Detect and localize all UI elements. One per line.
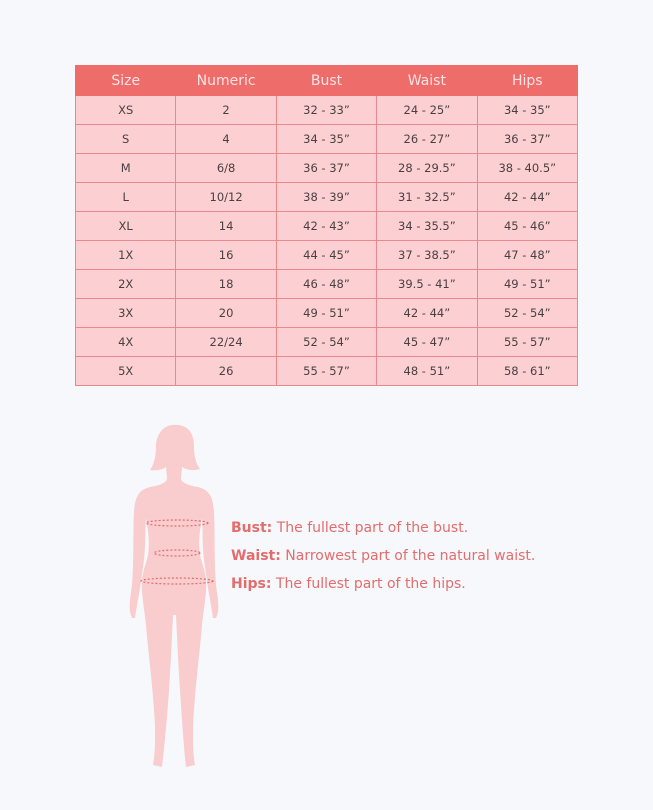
table-cell: 18 — [175, 269, 277, 299]
measurement-legend: Bust: The fullest part of the bust. Wais… — [231, 514, 535, 598]
table-cell: 38 - 40.5” — [476, 153, 579, 183]
table-cell: 16 — [175, 240, 277, 270]
table-cell: 2 — [175, 95, 277, 125]
table-cell: 42 - 44” — [376, 298, 478, 328]
table-cell: 36 - 37” — [275, 153, 378, 183]
table-cell: 31 - 32.5” — [376, 182, 478, 212]
table-cell: 47 - 48” — [476, 240, 579, 270]
table-cell: 38 - 39” — [275, 182, 378, 212]
table-cell: L — [74, 182, 177, 212]
table-row: S 4 34 - 35” 26 - 27” 36 - 37” — [74, 124, 579, 154]
table-cell: 26 - 27” — [376, 124, 478, 154]
table-cell: 39.5 - 41” — [376, 269, 478, 299]
table-cell: 44 - 45” — [275, 240, 378, 270]
table-cell: 55 - 57” — [476, 327, 579, 357]
column-header-bust: Bust — [275, 65, 378, 96]
table-cell: 58 - 61” — [476, 356, 579, 386]
table-cell: 34 - 35” — [275, 124, 378, 154]
table-header-row: Size Numeric Bust Waist Hips — [74, 65, 579, 96]
column-header-numeric: Numeric — [175, 65, 277, 96]
table-cell: 45 - 46” — [476, 211, 579, 241]
table-cell: 14 — [175, 211, 277, 241]
legend-hips: Hips: The fullest part of the hips. — [231, 576, 466, 592]
waist-measure-line — [153, 549, 201, 557]
table-cell: 42 - 44” — [476, 182, 579, 212]
table-cell: 26 — [175, 356, 277, 386]
table-cell: M — [74, 153, 177, 183]
table-cell: 49 - 51” — [476, 269, 579, 299]
body-silhouette-figure — [129, 424, 219, 767]
table-cell: 1X — [74, 240, 177, 270]
table-cell: S — [74, 124, 177, 154]
column-header-waist: Waist — [376, 65, 478, 96]
table-cell: 2X — [74, 269, 177, 299]
table-cell: 45 - 47” — [376, 327, 478, 357]
table-row: 4X 22/24 52 - 54” 45 - 47” 55 - 57” — [74, 327, 579, 357]
bust-measure-line — [145, 519, 209, 527]
table-cell: 48 - 51” — [376, 356, 478, 386]
size-chart-table: Size Numeric Bust Waist Hips XS 2 32 - 33” 24 -… — [74, 65, 579, 386]
table-cell: 34 - 35” — [476, 95, 579, 125]
table-row: 1X 16 44 - 45” 37 - 38.5” 47 - 48” — [74, 240, 579, 270]
table-cell: 49 - 51” — [275, 298, 378, 328]
table-cell: 22/24 — [175, 327, 277, 357]
table-row: XS 2 32 - 33” 24 - 25” 34 - 35” — [74, 95, 579, 125]
table-cell: 24 - 25” — [376, 95, 478, 125]
table-cell: 55 - 57” — [275, 356, 378, 386]
hips-measure-line — [140, 577, 214, 585]
table-cell: 3X — [74, 298, 177, 328]
table-cell: 34 - 35.5” — [376, 211, 478, 241]
table-cell: 37 - 38.5” — [376, 240, 478, 270]
table-row: XL 14 42 - 43” 34 - 35.5” 45 - 46” — [74, 211, 579, 241]
table-row: 2X 18 46 - 48” 39.5 - 41” 49 - 51” — [74, 269, 579, 299]
table-cell: XL — [74, 211, 177, 241]
column-header-size: Size — [74, 65, 177, 96]
legend-bust: Bust: The fullest part of the bust. — [231, 520, 469, 536]
table-cell: 32 - 33” — [275, 95, 378, 125]
table-cell: XS — [74, 95, 177, 125]
table-row: L 10/12 38 - 39” 31 - 32.5” 42 - 44” — [74, 182, 579, 212]
table-cell: 28 - 29.5” — [376, 153, 478, 183]
legend-waist: Waist: Narrowest part of the natural wai… — [231, 548, 536, 564]
table-row: 5X 26 55 - 57” 48 - 51” 58 - 61” — [74, 356, 579, 386]
table-cell: 46 - 48” — [275, 269, 378, 299]
table-cell: 10/12 — [175, 182, 277, 212]
table-cell: 5X — [74, 356, 177, 386]
table-cell: 42 - 43” — [275, 211, 378, 241]
table-cell: 52 - 54” — [275, 327, 378, 357]
table-row: 3X 20 49 - 51” 42 - 44” 52 - 54” — [74, 298, 579, 328]
table-cell: 4X — [74, 327, 177, 357]
table-cell: 4 — [175, 124, 277, 154]
table-cell: 6/8 — [175, 153, 277, 183]
table-cell: 52 - 54” — [476, 298, 579, 328]
table-row: M 6/8 36 - 37” 28 - 29.5” 38 - 40.5” — [74, 153, 579, 183]
column-header-hips: Hips — [476, 65, 579, 96]
table-cell: 20 — [175, 298, 277, 328]
table-cell: 36 - 37” — [476, 124, 579, 154]
